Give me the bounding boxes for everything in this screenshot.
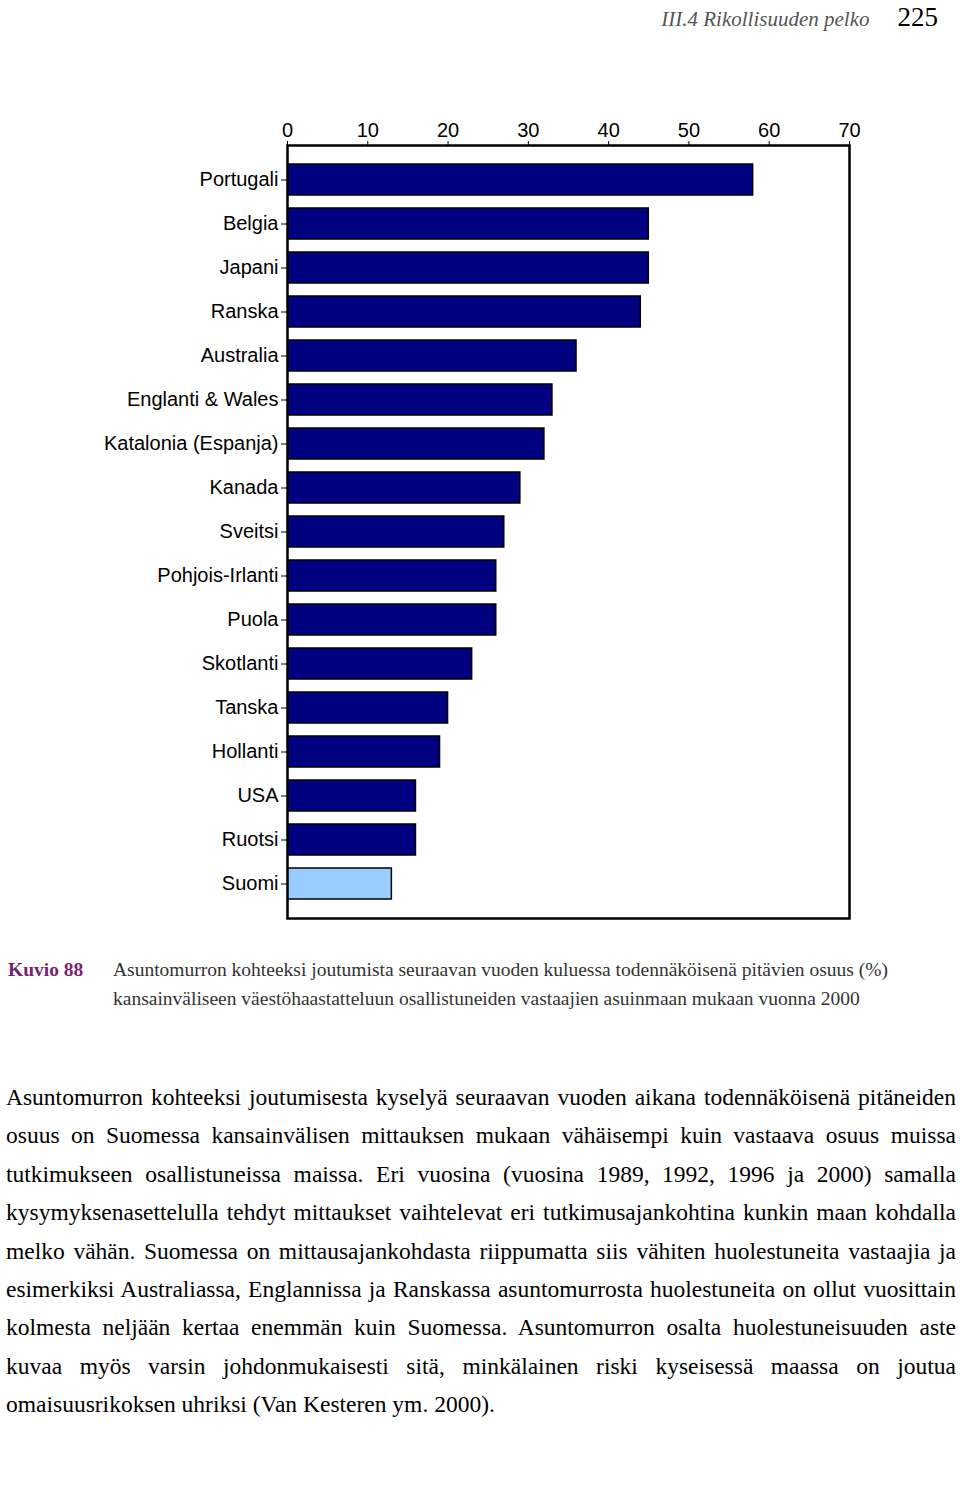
svg-text:70: 70 xyxy=(838,119,860,141)
svg-text:Kanada: Kanada xyxy=(210,476,280,498)
svg-text:Pohjois-Irlanti: Pohjois-Irlanti xyxy=(157,564,278,586)
svg-text:60: 60 xyxy=(758,119,780,141)
html-text:Kuvio 88: Kuvio 88 xyxy=(8,959,84,980)
svg-text:Portugali: Portugali xyxy=(200,168,279,190)
svg-text:Puola: Puola xyxy=(227,608,279,630)
svg-text:40: 40 xyxy=(598,119,620,141)
html-text:Asuntomurron kohteeksi joutumi: Asuntomurron kohteeksi joutumisesta kyse… xyxy=(6,1084,956,1418)
svg-text:10: 10 xyxy=(357,119,379,141)
svg-text:Australia: Australia xyxy=(201,344,280,366)
svg-text:Ruotsi: Ruotsi xyxy=(222,828,279,850)
svg-text:Sveitsi: Sveitsi xyxy=(220,520,279,542)
svg-text:0: 0 xyxy=(282,119,293,141)
svg-text:Englanti & Wales: Englanti & Wales xyxy=(127,388,279,410)
svg-text:20: 20 xyxy=(437,119,459,141)
svg-text:Skotlanti: Skotlanti xyxy=(202,652,279,674)
svg-text:Belgia: Belgia xyxy=(223,212,279,234)
svg-text:USA: USA xyxy=(237,784,279,806)
svg-text:Suomi: Suomi xyxy=(222,872,279,894)
svg-text:Japani: Japani xyxy=(220,256,279,278)
svg-text:Ranska: Ranska xyxy=(211,300,280,322)
html-text:III.4 Rikollisuuden pelko: III.4 Rikollisuuden pelko xyxy=(661,7,870,31)
svg-text:Hollanti: Hollanti xyxy=(212,740,279,762)
svg-text:Tanska: Tanska xyxy=(215,696,279,718)
html-text:Asuntomurron kohteeksi joutumi: Asuntomurron kohteeksi joutumista seuraa… xyxy=(113,959,888,1009)
svg-text:30: 30 xyxy=(517,119,539,141)
svg-text:50: 50 xyxy=(678,119,700,141)
html-text:225: 225 xyxy=(897,2,938,32)
svg-text:Katalonia (Espanja): Katalonia (Espanja) xyxy=(104,432,279,454)
